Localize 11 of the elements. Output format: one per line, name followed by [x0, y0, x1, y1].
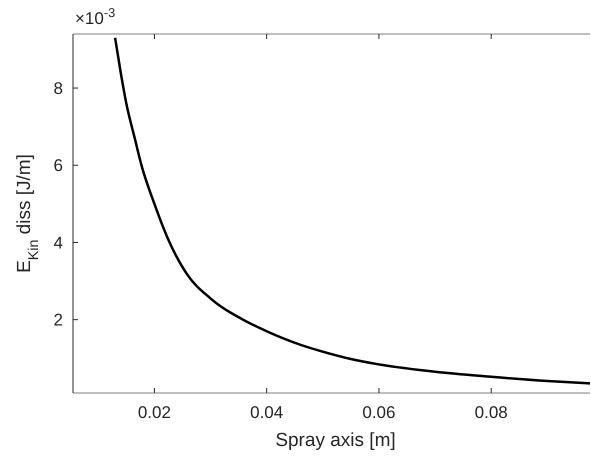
y-tick-label: 2 — [54, 310, 63, 330]
x-tick-label: 0.02 — [138, 403, 171, 422]
x-axis-title: Spray axis [m] — [275, 430, 396, 451]
x-tick-label: 0.04 — [250, 403, 284, 422]
x-tick-label: 0.08 — [474, 403, 508, 422]
line-series — [114, 36, 591, 385]
text: ×10$^{-3}$ — [75, 4, 116, 28]
y-tick-label: 6 — [54, 156, 63, 176]
x-tick-label: 0.06 — [362, 403, 396, 422]
y-tick-label: 4 — [54, 233, 63, 252]
y-tick-label: 8 — [54, 79, 63, 98]
